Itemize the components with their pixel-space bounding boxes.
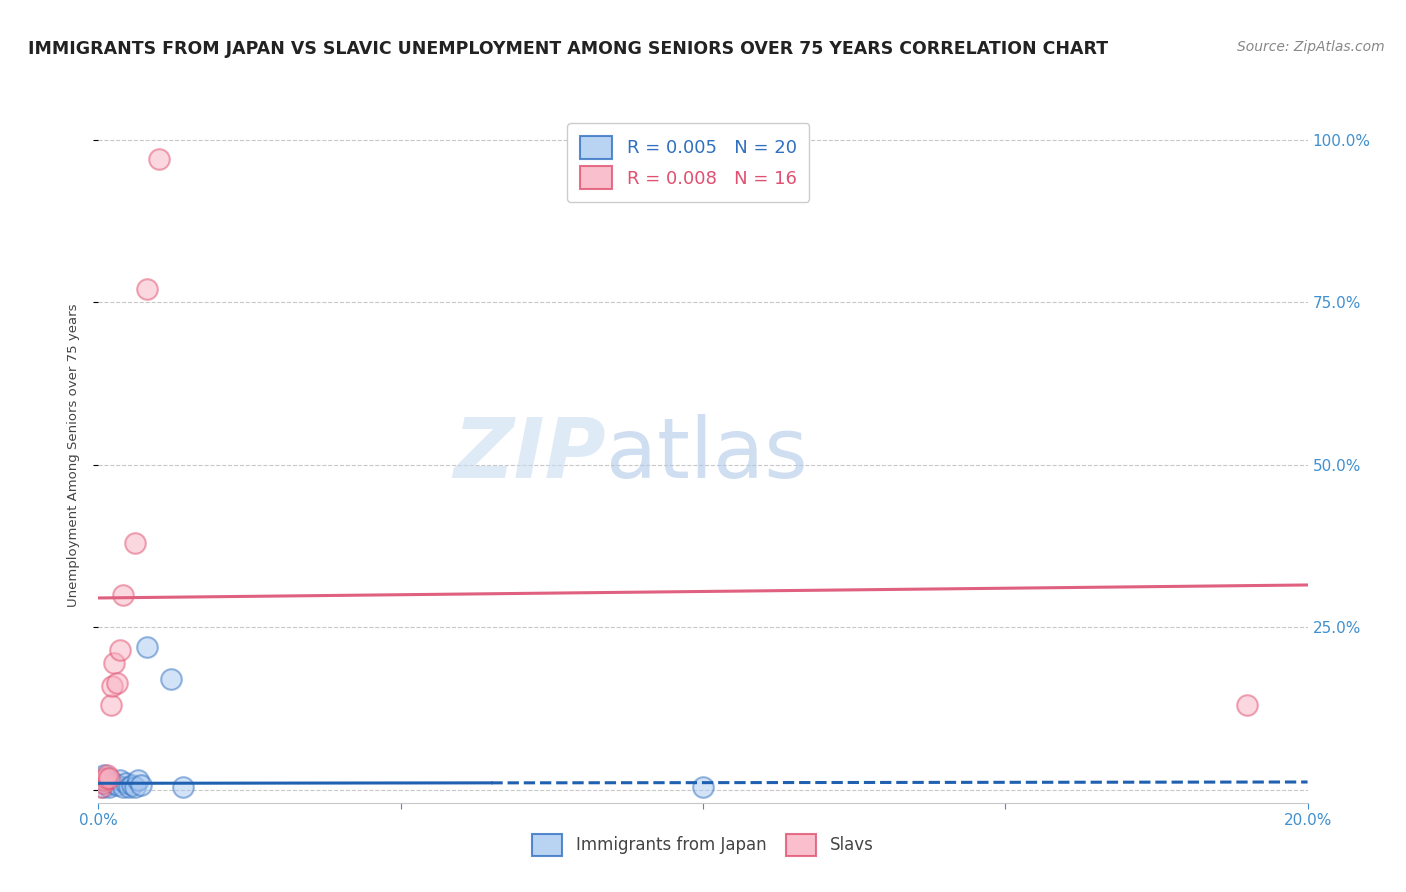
Point <box>91 780 114 794</box>
Point <box>105 675 128 690</box>
Point <box>103 776 125 790</box>
Point <box>96 778 118 792</box>
Point <box>111 588 134 602</box>
Y-axis label: Unemployment Among Seniors over 75 years: Unemployment Among Seniors over 75 years <box>67 303 80 607</box>
Point <box>124 780 146 794</box>
Point <box>91 771 114 785</box>
Point <box>129 778 152 792</box>
Point <box>91 775 114 789</box>
Point <box>93 768 115 782</box>
Point <box>114 776 136 790</box>
Point <box>111 780 134 794</box>
Text: Source: ZipAtlas.com: Source: ZipAtlas.com <box>1237 40 1385 54</box>
Text: atlas: atlas <box>606 415 808 495</box>
Point <box>160 672 183 686</box>
Point <box>127 772 149 787</box>
Point <box>172 780 194 794</box>
Point <box>98 780 121 794</box>
Point <box>100 698 122 713</box>
Point <box>108 643 131 657</box>
Point <box>124 535 146 549</box>
Point <box>692 780 714 794</box>
Point <box>121 778 143 792</box>
Point <box>100 679 122 693</box>
Point <box>135 282 157 296</box>
Point <box>135 640 157 654</box>
Point <box>94 771 117 785</box>
Point <box>90 780 112 794</box>
Point <box>1236 698 1258 713</box>
Text: ZIP: ZIP <box>454 415 606 495</box>
Legend: Immigrants from Japan, Slavs: Immigrants from Japan, Slavs <box>524 826 882 864</box>
Point <box>93 772 115 787</box>
Point <box>91 776 114 790</box>
Point <box>118 780 141 794</box>
Point <box>96 768 118 782</box>
Point <box>108 772 131 787</box>
Point <box>148 152 170 166</box>
Point <box>98 771 121 785</box>
Text: IMMIGRANTS FROM JAPAN VS SLAVIC UNEMPLOYMENT AMONG SENIORS OVER 75 YEARS CORRELA: IMMIGRANTS FROM JAPAN VS SLAVIC UNEMPLOY… <box>28 40 1108 58</box>
Point <box>103 656 125 670</box>
Point <box>105 778 128 792</box>
